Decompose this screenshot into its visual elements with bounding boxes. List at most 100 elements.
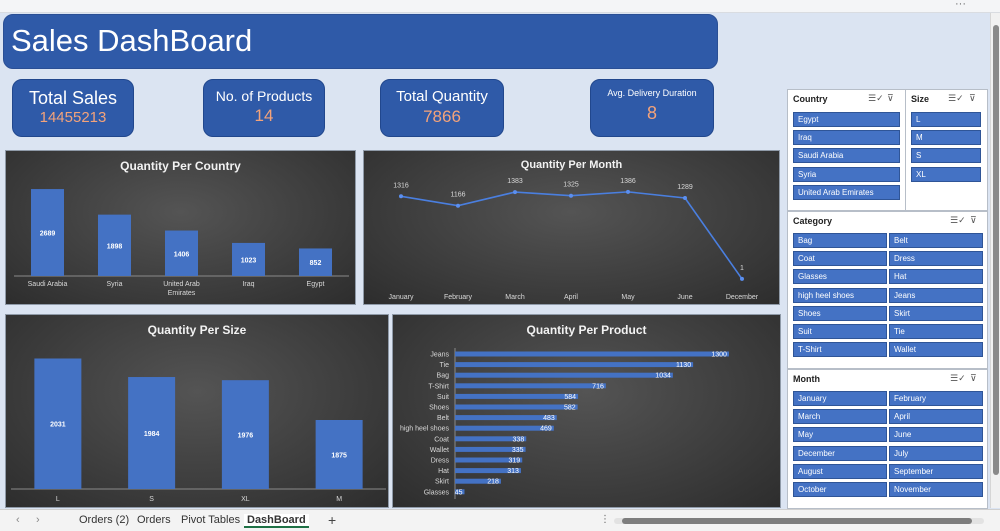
slicer-item-country[interactable]: Egypt xyxy=(793,112,900,127)
data-label: 45 xyxy=(455,489,463,496)
x-tick-label: XL xyxy=(241,496,250,503)
chart-quantity-per-product[interactable]: Quantity Per Product 1300 Jeans 1130 Tie 103… xyxy=(392,314,781,508)
slicer-item-country[interactable]: Syria xyxy=(793,166,900,182)
slicer-item-month[interactable]: February xyxy=(889,391,983,406)
slicer-item-country[interactable]: United Arab Emirates xyxy=(793,184,900,200)
horizontal-scrollbar[interactable] xyxy=(614,518,984,524)
slicer-item-month[interactable]: March xyxy=(793,409,887,425)
slicer-item-month[interactable]: November xyxy=(889,482,983,497)
bar xyxy=(455,404,578,410)
clear-filter-icon[interactable]: ⊽ xyxy=(970,373,977,383)
slicer-item-month[interactable]: August xyxy=(793,463,887,479)
x-tick-label: Saudi Arabia xyxy=(28,281,68,288)
clear-filter-icon[interactable]: ⊽ xyxy=(969,93,976,103)
vertical-scrollbar[interactable] xyxy=(990,13,1000,508)
clear-filter-icon[interactable]: ⊽ xyxy=(887,93,894,103)
multi-select-icon[interactable]: ☰✓ xyxy=(950,215,966,225)
slicer-item-category[interactable]: Suit xyxy=(793,324,887,339)
x-tick-label: L xyxy=(56,496,60,503)
add-sheet-button[interactable]: + xyxy=(328,512,337,528)
slicer-item-month[interactable]: May xyxy=(793,427,887,443)
slicer-item-size[interactable]: S xyxy=(911,148,981,164)
slicer-month[interactable]: Month ☰✓ ⊽ January February March April May J… xyxy=(787,369,988,509)
multi-select-icon[interactable]: ☰✓ xyxy=(948,93,964,103)
multi-select-icon[interactable]: ☰✓ xyxy=(950,373,966,383)
slicer-country[interactable]: Country ☰✓ ⊽ Egypt Iraq Saudi Arabia Syria U… xyxy=(787,89,906,211)
slicer-item-size[interactable]: XL xyxy=(911,166,981,182)
data-label: 584 xyxy=(564,394,576,401)
y-tick-label: high heel shoes xyxy=(400,426,450,433)
kpi-delivery-duration: Avg. Delivery Duration 8 xyxy=(590,79,714,137)
tab-orders[interactable]: Orders xyxy=(137,514,171,526)
chevron-right-icon[interactable]: › xyxy=(36,514,40,526)
bar xyxy=(455,468,521,474)
tab-orders-2[interactable]: Orders (2) xyxy=(79,514,130,526)
slicer-item-month[interactable]: June xyxy=(889,427,983,443)
slicer-item-month[interactable]: December xyxy=(793,445,887,461)
kpi-label: No. of Products xyxy=(215,88,313,104)
chart-title: Quantity Per Product xyxy=(526,323,647,337)
slicer-item-category[interactable]: Bag xyxy=(793,233,887,248)
slicer-item-category[interactable]: Belt xyxy=(889,233,983,248)
tab-dashboard[interactable]: DashBoard xyxy=(244,514,309,528)
slicer-item-category[interactable]: Coat xyxy=(793,251,887,267)
slicer-item-category[interactable]: Tie xyxy=(889,324,983,339)
slicer-item-category[interactable]: Hat xyxy=(889,269,983,285)
kpi-value: 7866 xyxy=(423,107,461,126)
chart-canvas: 2689 Saudi Arabia 1898 Syria 1406 United Arab… xyxy=(14,189,349,297)
slicer-item-category[interactable]: Shoes xyxy=(793,305,887,321)
slicer-item-month[interactable]: July xyxy=(889,445,983,461)
slicer-item-category[interactable]: Skirt xyxy=(889,305,983,321)
slicer-item-country[interactable]: Saudi Arabia xyxy=(793,148,900,164)
bar xyxy=(455,383,606,389)
kpi-label: Avg. Delivery Duration xyxy=(607,88,697,98)
slicer-item-month[interactable]: September xyxy=(889,463,983,479)
chevron-left-icon[interactable]: ‹ xyxy=(16,514,20,526)
data-point xyxy=(683,195,687,200)
slicer-item-size[interactable]: M xyxy=(911,130,981,146)
slicer-item-category[interactable]: Glasses xyxy=(793,269,887,285)
bar xyxy=(98,214,131,276)
slicer-item-category[interactable]: T-Shirt xyxy=(793,342,887,358)
slicer-item-month[interactable]: January xyxy=(793,391,887,406)
chart-canvas: 1300 Jeans 1130 Tie 1034 Bag 716 T-Shirt 584 Suit… xyxy=(400,348,729,499)
more-options-icon[interactable]: ··· xyxy=(955,0,966,10)
vertical-scroll-thumb[interactable] xyxy=(993,25,999,475)
slicer-item-month[interactable]: April xyxy=(889,409,983,425)
data-label: 1023 xyxy=(241,257,257,264)
bar xyxy=(455,393,579,399)
clear-filter-icon[interactable]: ⊽ xyxy=(970,215,977,225)
y-tick-label: Hat xyxy=(438,468,449,475)
bar xyxy=(232,242,265,276)
multi-select-icon[interactable]: ☰✓ xyxy=(868,93,884,103)
slicer-item-size[interactable]: L xyxy=(911,112,981,127)
sheet-tab-bar: ‹ › Orders (2) Orders Pivot Tables DashB… xyxy=(0,509,1000,531)
slicer-size[interactable]: Size ☰✓ ⊽ L M S XL xyxy=(905,89,988,211)
horizontal-scroll-thumb[interactable] xyxy=(622,518,972,524)
data-label: 1984 xyxy=(144,431,160,438)
bar xyxy=(165,230,198,276)
data-label: 483 xyxy=(543,415,555,422)
slicer-item-category[interactable]: high heel shoes xyxy=(793,287,887,303)
chart-quantity-per-size[interactable]: Quantity Per Size 2031 L 1984 S 1976 XL 1875 M xyxy=(5,314,389,508)
data-label: 1 xyxy=(740,265,744,272)
data-label: 1976 xyxy=(238,433,254,440)
slicer-item-category[interactable]: Jeans xyxy=(889,287,983,303)
bar xyxy=(455,372,673,378)
x-tick-label: December xyxy=(726,294,759,301)
data-label: 218 xyxy=(487,479,499,486)
chart-quantity-per-country[interactable]: Quantity Per Country 2689 Saudi Arabia 189… xyxy=(5,150,356,305)
kpi-label: Total Quantity xyxy=(396,88,488,105)
slicer-category[interactable]: Category ☰✓ ⊽ Bag Belt Coat Dress Glasses Hat… xyxy=(787,211,988,369)
data-label: 2689 xyxy=(40,231,56,238)
kpi-value: 8 xyxy=(646,103,657,123)
slicer-item-category[interactable]: Wallet xyxy=(889,342,983,358)
slicer-item-country[interactable]: Iraq xyxy=(793,130,900,146)
x-tick-label: February xyxy=(444,294,473,301)
tab-pivot-tables[interactable]: Pivot Tables xyxy=(181,514,241,526)
slicer-item-category[interactable]: Dress xyxy=(889,251,983,267)
slicer-item-month[interactable]: October xyxy=(793,482,887,497)
chart-quantity-per-month[interactable]: Quantity Per Month 1316 January 1166 Februa… xyxy=(363,150,780,305)
data-label: 852 xyxy=(310,260,322,267)
scroll-split-handle[interactable]: ⋮ xyxy=(600,514,610,525)
